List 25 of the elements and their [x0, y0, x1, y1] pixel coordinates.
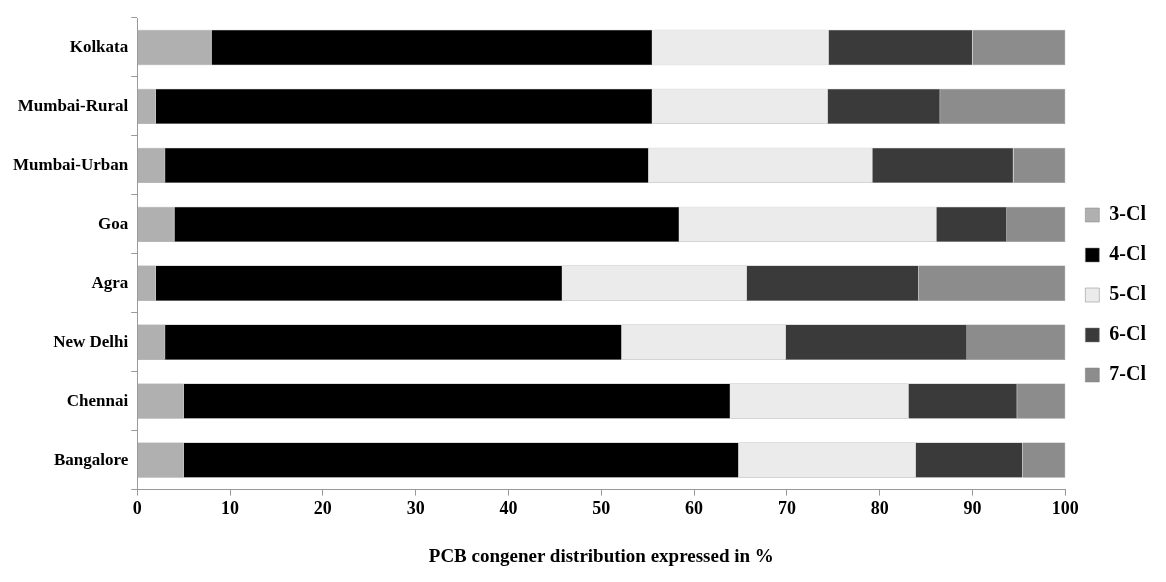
x-tick-label: 60	[685, 498, 704, 519]
legend-label: 5-Cl	[1109, 282, 1147, 305]
y-tick-label: Mumbai-Urban	[13, 154, 129, 174]
x-tick-label: 80	[870, 498, 889, 519]
y-tick-label: New Delhi	[53, 331, 129, 351]
x-tick-label: 70	[777, 498, 796, 519]
x-axis-title: PCB congener distribution expressed in %	[428, 544, 774, 566]
x-tick-label: 90	[963, 498, 982, 519]
y-tick-label: Mumbai-Rural	[17, 95, 129, 115]
y-tick-label: Chennai	[66, 390, 129, 410]
x-tick-label: 30	[406, 498, 425, 519]
x-tick-label: 0	[132, 498, 142, 519]
legend-label: 4-Cl	[1109, 242, 1147, 265]
y-tick-label: Kolkata	[69, 36, 129, 56]
x-tick-label: 10	[221, 498, 240, 519]
legend-label: 7-Cl	[1109, 362, 1147, 385]
y-tick-label: Agra	[91, 272, 129, 292]
y-tick-label: Bangalore	[53, 449, 129, 469]
legend-label: 3-Cl	[1109, 202, 1147, 225]
x-tick-label: 20	[313, 498, 332, 519]
legend-label: 6-Cl	[1109, 322, 1147, 345]
x-tick-label: 50	[592, 498, 611, 519]
x-tick-label: 40	[499, 498, 518, 519]
y-tick-label: Goa	[98, 213, 129, 233]
x-tick-label: 100	[1051, 498, 1079, 519]
